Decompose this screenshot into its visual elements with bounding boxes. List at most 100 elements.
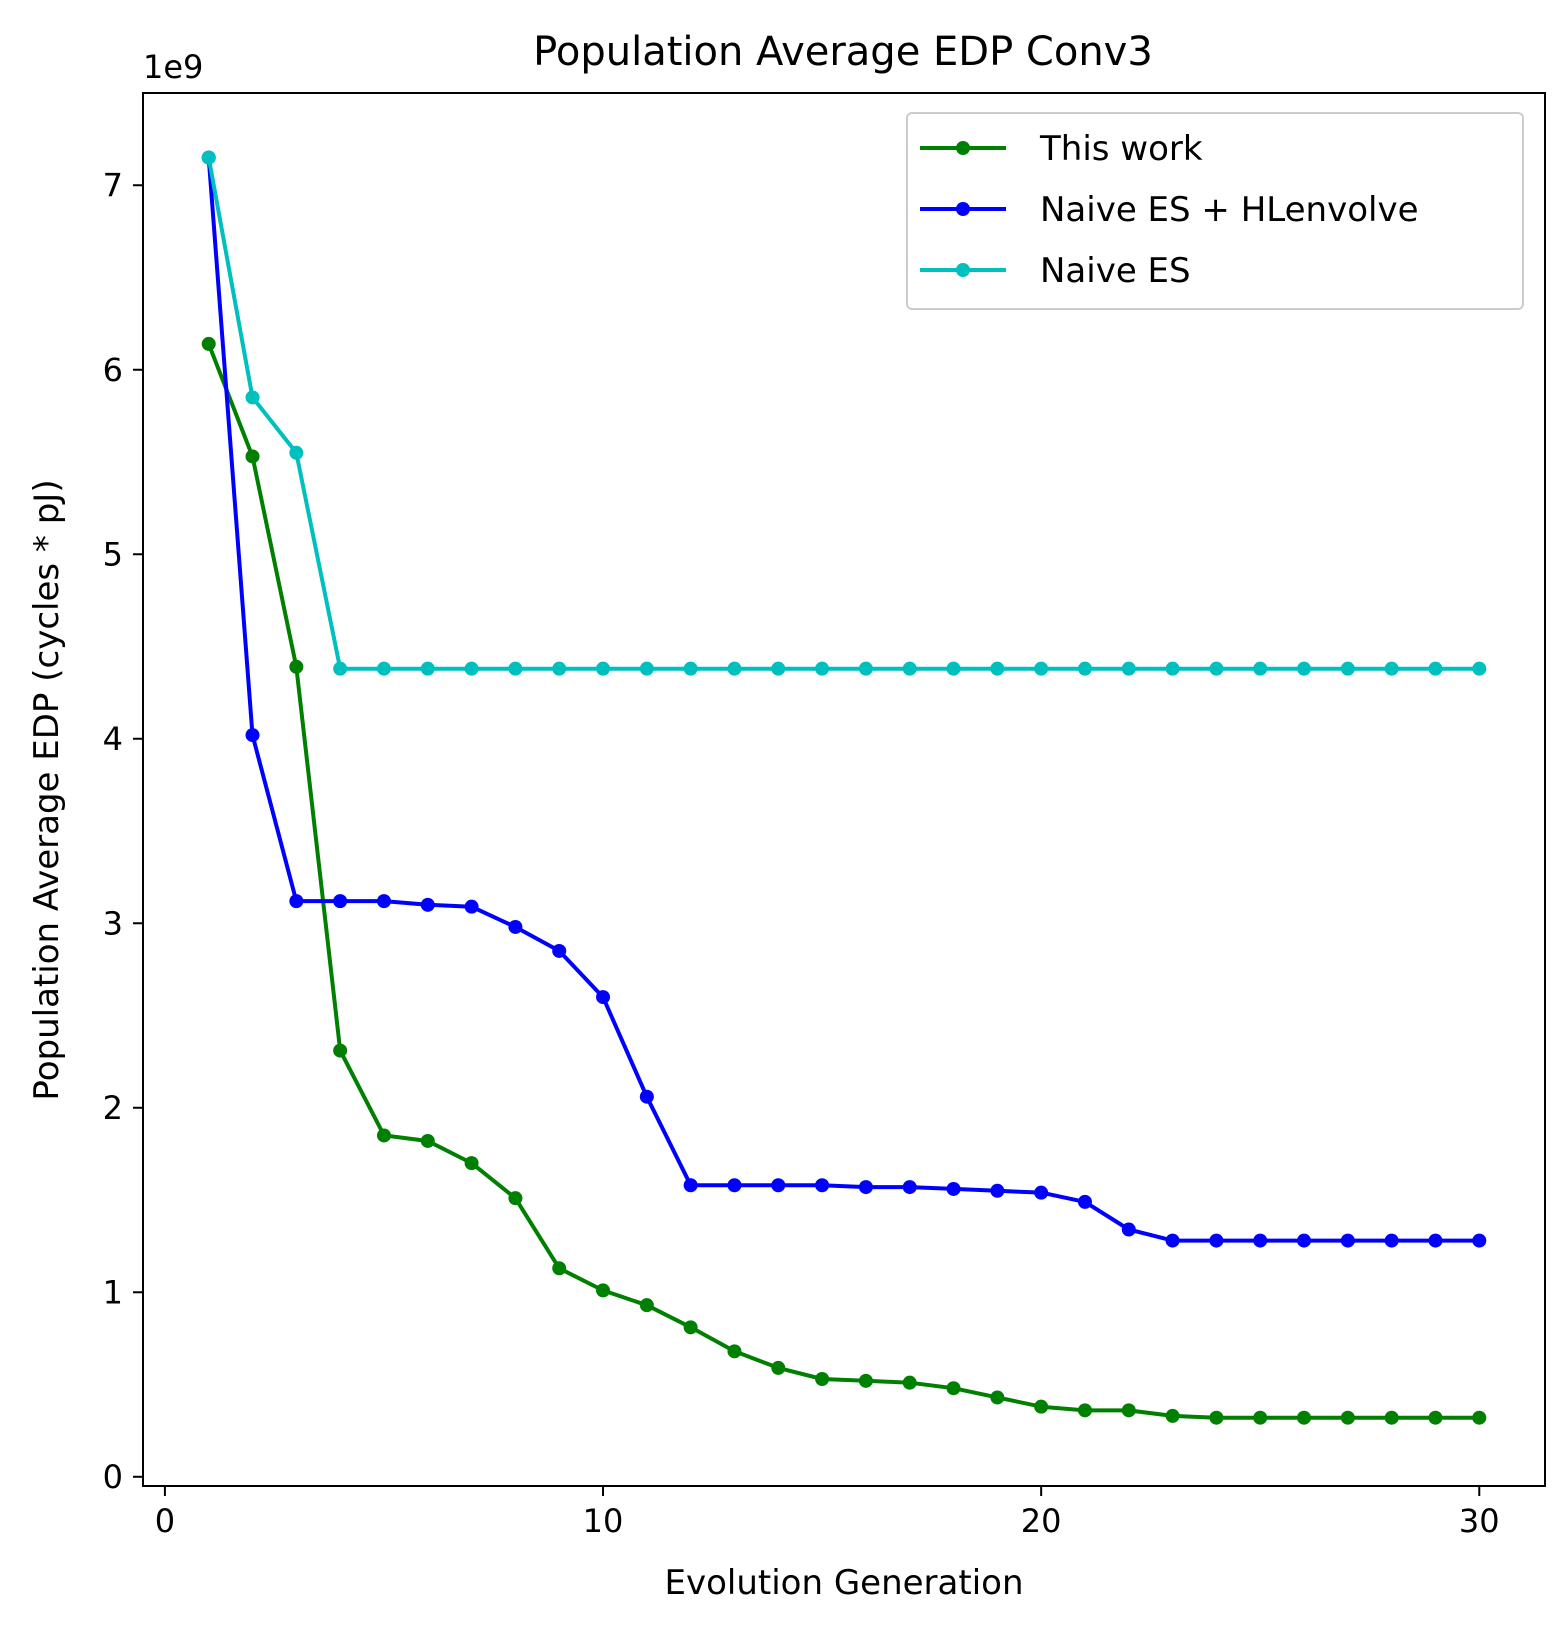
data-point bbox=[727, 1344, 742, 1359]
data-point bbox=[508, 919, 523, 934]
data-point bbox=[858, 661, 873, 676]
data-point bbox=[376, 1128, 391, 1143]
data-point bbox=[552, 661, 567, 676]
legend: This work Naive ES + HLenvolve Naive ES bbox=[906, 112, 1524, 310]
data-point bbox=[771, 1360, 786, 1375]
data-point bbox=[1253, 1410, 1268, 1425]
data-point bbox=[683, 661, 698, 676]
data-point bbox=[1253, 661, 1268, 676]
y-axis-label: Population Average EDP (cycles * pJ) bbox=[27, 479, 67, 1100]
data-point bbox=[201, 336, 216, 351]
data-point bbox=[1165, 1233, 1180, 1248]
data-point bbox=[990, 1183, 1005, 1198]
data-point bbox=[289, 445, 304, 460]
data-point bbox=[1034, 1399, 1049, 1414]
data-point bbox=[552, 943, 567, 958]
data-point bbox=[596, 990, 611, 1005]
data-point bbox=[376, 661, 391, 676]
legend-entry: Naive ES + HLenvolve bbox=[920, 190, 1419, 230]
data-point bbox=[1340, 661, 1355, 676]
series-2 bbox=[201, 150, 1487, 676]
y-tick-label: 0 bbox=[103, 1458, 123, 1496]
data-point bbox=[201, 150, 216, 165]
x-tick-label: 20 bbox=[1021, 1502, 1062, 1540]
data-point bbox=[946, 661, 961, 676]
data-point bbox=[596, 661, 611, 676]
data-point bbox=[420, 1133, 435, 1148]
data-point bbox=[1077, 1194, 1092, 1209]
data-point bbox=[1428, 1410, 1443, 1425]
legend-frame bbox=[906, 112, 1524, 310]
legend-marker bbox=[956, 202, 970, 216]
data-point bbox=[1165, 661, 1180, 676]
data-point bbox=[858, 1373, 873, 1388]
data-point bbox=[1209, 1410, 1224, 1425]
data-point bbox=[815, 1371, 830, 1386]
data-point bbox=[596, 1283, 611, 1298]
data-point bbox=[1121, 1222, 1136, 1237]
plot-area: 0 10 20 30 0 1 2 3 4 5 6 7 bbox=[103, 92, 1546, 1540]
data-point bbox=[245, 390, 260, 405]
data-point bbox=[1297, 1233, 1312, 1248]
series-line bbox=[206, 157, 1480, 1243]
data-point bbox=[1384, 1233, 1399, 1248]
data-point bbox=[552, 1261, 567, 1276]
data-point bbox=[727, 661, 742, 676]
chart-title: Population Average EDP Conv3 bbox=[533, 29, 1153, 75]
x-tick-label: 10 bbox=[583, 1502, 624, 1540]
series-line bbox=[206, 343, 1480, 1420]
data-point bbox=[333, 661, 348, 676]
data-point bbox=[683, 1320, 698, 1335]
data-point bbox=[1384, 1410, 1399, 1425]
series-line bbox=[206, 157, 1480, 671]
data-point bbox=[1209, 1233, 1224, 1248]
data-point bbox=[508, 661, 523, 676]
x-tick-label: 30 bbox=[1459, 1502, 1500, 1540]
x-axis-label: Evolution Generation bbox=[664, 1563, 1023, 1603]
data-point bbox=[245, 728, 260, 743]
data-point bbox=[1253, 1233, 1268, 1248]
y-axis-offset-label: 1e9 bbox=[143, 48, 203, 86]
data-point bbox=[771, 661, 786, 676]
data-point bbox=[333, 1043, 348, 1058]
data-point bbox=[902, 1375, 917, 1390]
data-point bbox=[990, 661, 1005, 676]
data-point bbox=[1077, 1403, 1092, 1418]
y-tick-label: 1 bbox=[103, 1273, 123, 1311]
data-point bbox=[245, 449, 260, 464]
data-point bbox=[464, 899, 479, 914]
legend-label: Naive ES bbox=[1040, 251, 1191, 291]
y-tick-label: 6 bbox=[103, 351, 123, 389]
data-point bbox=[946, 1381, 961, 1396]
data-point bbox=[683, 1178, 698, 1193]
y-tick-label: 3 bbox=[103, 904, 123, 942]
data-point bbox=[1384, 661, 1399, 676]
data-point bbox=[1297, 661, 1312, 676]
data-point bbox=[464, 661, 479, 676]
data-point bbox=[902, 661, 917, 676]
y-tick-label: 5 bbox=[103, 535, 123, 573]
data-point bbox=[289, 894, 304, 909]
legend-marker bbox=[956, 263, 970, 277]
data-point bbox=[1209, 661, 1224, 676]
series-layer bbox=[201, 150, 1487, 1425]
data-point bbox=[1034, 1185, 1049, 1200]
data-point bbox=[1297, 1410, 1312, 1425]
data-point bbox=[420, 661, 435, 676]
data-point bbox=[639, 1298, 654, 1313]
data-point bbox=[1034, 661, 1049, 676]
axes-frame bbox=[142, 92, 1546, 1487]
data-point bbox=[1472, 1233, 1487, 1248]
y-tick-label: 2 bbox=[103, 1089, 123, 1127]
data-point bbox=[333, 894, 348, 909]
y-tick-label: 4 bbox=[103, 720, 123, 758]
legend-marker bbox=[956, 141, 970, 155]
data-point bbox=[289, 659, 304, 674]
series-0 bbox=[201, 336, 1487, 1425]
data-point bbox=[1472, 661, 1487, 676]
data-point bbox=[376, 894, 391, 909]
data-point bbox=[464, 1156, 479, 1171]
data-point bbox=[858, 1180, 873, 1195]
data-point bbox=[1165, 1408, 1180, 1423]
